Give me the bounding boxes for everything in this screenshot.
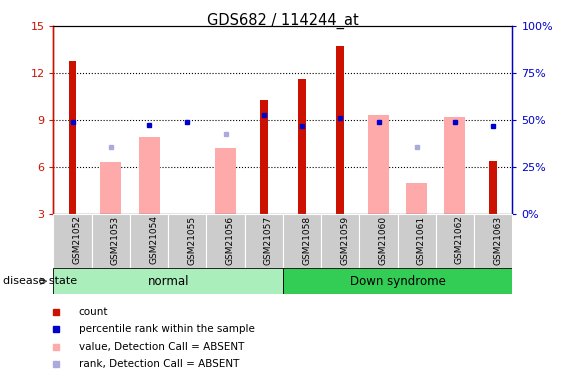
Text: rank, Detection Call = ABSENT: rank, Detection Call = ABSENT xyxy=(79,359,239,369)
Text: GSM21059: GSM21059 xyxy=(340,215,349,264)
Text: disease state: disease state xyxy=(3,276,77,286)
Bar xyxy=(69,61,77,214)
Text: Down syndrome: Down syndrome xyxy=(350,275,445,288)
Bar xyxy=(100,162,122,214)
Bar xyxy=(397,214,436,268)
Bar xyxy=(298,80,306,214)
Text: GSM21060: GSM21060 xyxy=(378,215,387,264)
Bar xyxy=(474,214,512,268)
Text: GSM21061: GSM21061 xyxy=(417,215,426,264)
Text: GDS682 / 114244_at: GDS682 / 114244_at xyxy=(207,13,359,29)
Bar xyxy=(215,148,236,214)
Text: GSM21057: GSM21057 xyxy=(264,215,273,264)
Text: GSM21058: GSM21058 xyxy=(302,215,311,264)
Bar xyxy=(260,100,267,214)
Bar xyxy=(359,214,397,268)
Bar xyxy=(168,214,207,268)
Bar xyxy=(53,268,283,294)
Text: percentile rank within the sample: percentile rank within the sample xyxy=(79,324,254,334)
Text: GSM21062: GSM21062 xyxy=(455,215,464,264)
Text: GSM21063: GSM21063 xyxy=(493,215,502,264)
Bar xyxy=(406,183,427,214)
Bar xyxy=(92,214,130,268)
Text: GSM21056: GSM21056 xyxy=(226,215,235,264)
Bar xyxy=(283,268,512,294)
Bar xyxy=(245,214,283,268)
Text: GSM21055: GSM21055 xyxy=(187,215,196,264)
Text: normal: normal xyxy=(148,275,189,288)
Bar xyxy=(368,116,389,214)
Bar xyxy=(207,214,245,268)
Text: value, Detection Call = ABSENT: value, Detection Call = ABSENT xyxy=(79,342,244,352)
Bar xyxy=(436,214,474,268)
Bar xyxy=(53,214,92,268)
Bar xyxy=(337,46,344,214)
Text: GSM21053: GSM21053 xyxy=(111,215,120,264)
Text: count: count xyxy=(79,307,108,317)
Bar xyxy=(444,117,466,214)
Bar xyxy=(138,137,159,214)
Bar xyxy=(130,214,168,268)
Text: GSM21052: GSM21052 xyxy=(73,215,82,264)
Text: GSM21054: GSM21054 xyxy=(149,215,158,264)
Bar xyxy=(321,214,359,268)
Bar xyxy=(489,160,497,214)
Bar xyxy=(283,214,321,268)
